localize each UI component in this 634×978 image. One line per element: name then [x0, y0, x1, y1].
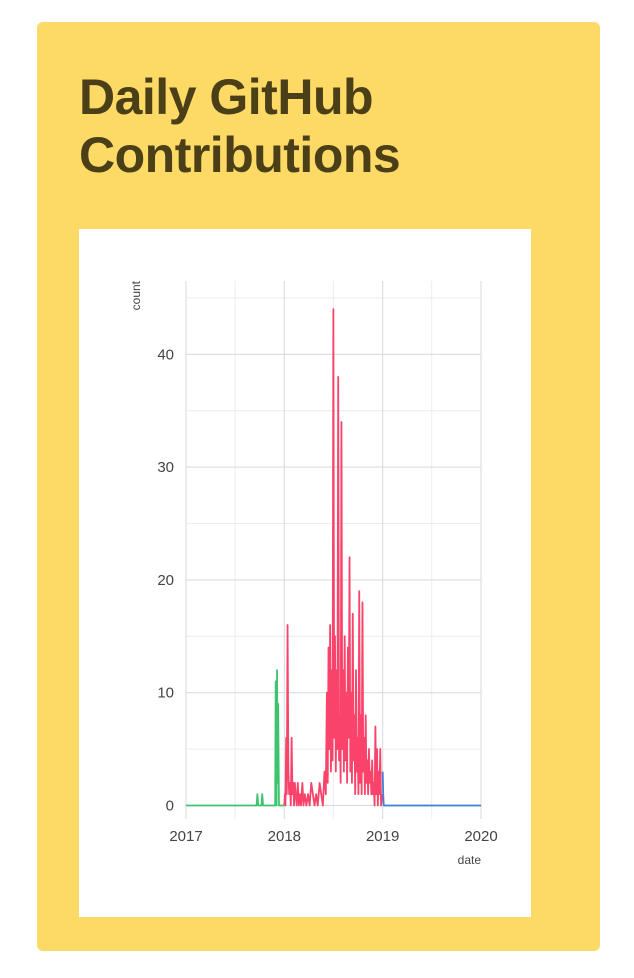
chart-card: Daily GitHub Contributions 2017 2018 2019 2…: [37, 22, 600, 951]
x-axis-label: date: [458, 853, 482, 867]
plot-panel: 2017 2018 2019 2020 0 10 20 30 40 date count: [79, 229, 531, 917]
x-tick-label: 2017: [169, 828, 202, 845]
y-tick-label: 20: [157, 572, 174, 589]
y-tick-label: 30: [157, 459, 174, 476]
y-tick-label: 10: [157, 685, 174, 702]
card-title: Daily GitHub Contributions: [79, 69, 401, 183]
y-axis-label: count: [129, 280, 143, 310]
y-tick-label: 0: [166, 797, 174, 814]
x-tick-label: 2019: [366, 828, 399, 845]
x-tick-label: 2020: [464, 828, 497, 845]
series-line-0: [186, 669, 285, 807]
series-line-2: [381, 771, 481, 807]
contributions-chart: 2017 2018 2019 2020 0 10 20 30 40 date count: [129, 280, 498, 867]
series-line-1: [283, 308, 384, 807]
x-tick-label: 2018: [268, 828, 301, 845]
y-tick-label: 40: [157, 346, 174, 363]
